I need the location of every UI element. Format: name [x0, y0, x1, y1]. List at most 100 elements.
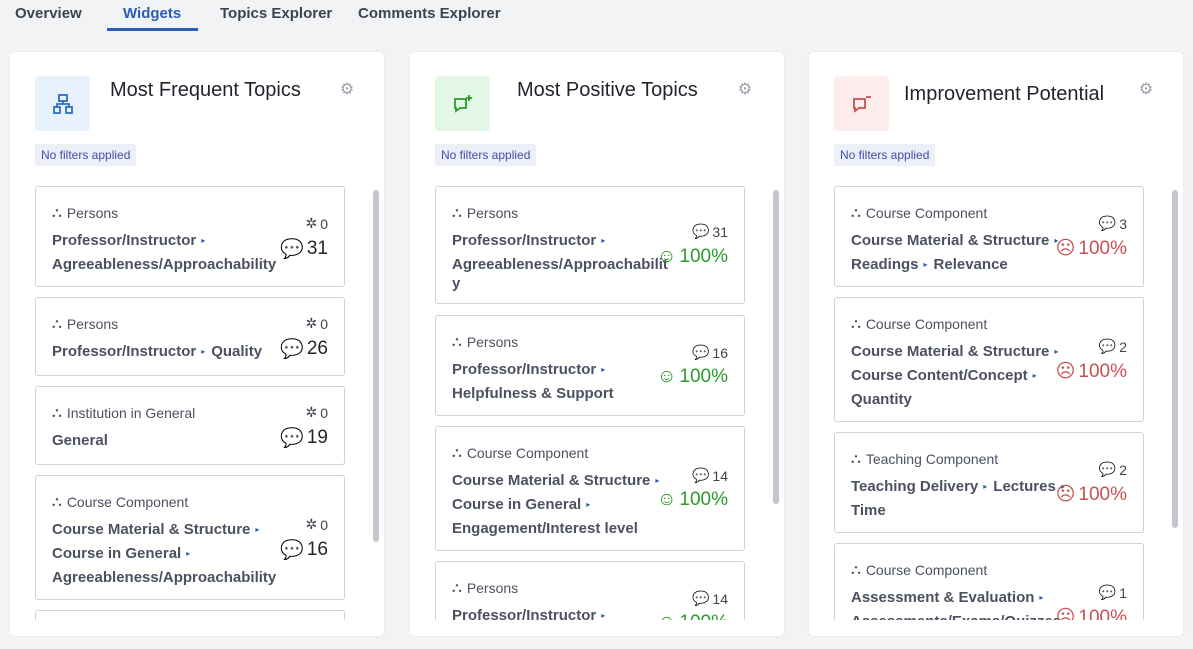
improvement-potential-widget: Improvement Potential ⚙ No filters appli…	[809, 52, 1183, 636]
topic-item[interactable]: ⛬ Persons Professor/Instructor ▸ Agreeablen…	[35, 186, 345, 287]
breadcrumb-arrow-icon: ▸	[586, 500, 591, 509]
frown-icon: ☹	[1055, 238, 1076, 259]
topic-item[interactable]: ⛬ Institution in General General ✲ 0 💬 19	[35, 386, 345, 465]
most-frequent-topics-widget: Most Frequent Topics ⚙ No filters applie…	[10, 52, 384, 636]
breadcrumb-arrow-icon: ▸	[1039, 593, 1044, 602]
gear-icon[interactable]: ⚙	[1138, 81, 1154, 98]
hierarchy-icon: ⛬	[452, 444, 462, 460]
topic-category: ⛬ Course Component	[851, 561, 988, 578]
topic-item[interactable]: ⛬ Persons Professor/Instructor ▸ Helpfulnes…	[435, 315, 745, 416]
scrollbar[interactable]	[1172, 190, 1178, 528]
positive-comment-icon	[435, 76, 490, 131]
negative-comment-icon	[834, 76, 889, 131]
topic-item[interactable]	[35, 610, 345, 620]
topic-item[interactable]: ⛬ Course Component Course Material & Stru…	[35, 475, 345, 600]
topic-category: ⛬ Institution in General	[52, 404, 196, 421]
comment-count-small: 💬 2	[1098, 461, 1127, 478]
negative-percentage: ☹ 100%	[1055, 483, 1127, 506]
widget-title: Improvement Potential	[904, 83, 1105, 105]
topic-category: ⛬ Persons	[452, 579, 519, 596]
topic-item[interactable]: ⛬ Course Component Course Material & Stru…	[435, 426, 745, 551]
breadcrumb-arrow-icon: ▸	[983, 482, 988, 491]
mention-count-small: ✲ 0	[305, 404, 328, 421]
positive-percentage: ☺100%	[657, 612, 728, 620]
breadcrumb-arrow-icon: ▸	[1032, 371, 1037, 380]
positive-percentage: ☺100%	[656, 366, 728, 387]
comment-count-small: 💬 2	[1098, 338, 1127, 355]
topic-path: Professor/Instructor ▸ Quality	[52, 343, 263, 360]
sentiment-icon: ✲	[305, 516, 318, 532]
topic-item[interactable]: ⛬ Persons Professor/Instructor ▸ Quality ✲ 0…	[35, 297, 345, 376]
comment-icon: 💬	[691, 467, 710, 483]
comment-icon: 💬	[1098, 338, 1117, 354]
sentiment-icon: ✲	[305, 315, 318, 331]
topic-category: ⛬ Persons	[452, 204, 519, 221]
comment-count-small: 💬 1	[1098, 584, 1127, 601]
breadcrumb-arrow-icon: ▸	[1054, 236, 1059, 245]
frown-icon: ☹	[1055, 484, 1076, 505]
comment-count: 💬 16	[280, 539, 328, 561]
tab-comments-explorer[interactable]: Comments Explorer	[358, 5, 501, 22]
topic-list: ⛬ Persons Professor/Instructor ▸ Agreeablen…	[35, 186, 345, 620]
negative-percentage: ☹ 100%	[1055, 237, 1127, 260]
topic-path: Professor/Instructor ▸	[452, 607, 606, 620]
comment-icon: 💬	[280, 540, 304, 561]
comment-icon: 💬	[691, 223, 710, 239]
tab-overview[interactable]: Overview	[15, 5, 82, 22]
tab-widgets[interactable]: Widgets	[123, 5, 182, 22]
gear-icon[interactable]: ⚙	[339, 81, 355, 98]
comment-icon: 💬	[691, 344, 710, 360]
hierarchy-icon: ⛬	[851, 315, 861, 331]
comment-icon: 💬	[280, 239, 304, 260]
breadcrumb-arrow-icon: ▸	[1060, 482, 1065, 491]
topic-item[interactable]: ⛬ Teaching Component Teaching Delivery ▸ Le…	[834, 432, 1144, 533]
topic-path: Course Material & Structure ▸ Course in Ge…	[52, 521, 277, 586]
mention-count-small: ✲ 0	[305, 215, 328, 232]
smile-icon: ☺	[657, 612, 676, 620]
comment-count-small: 💬 14	[691, 590, 728, 607]
filter-status-badge: No filters applied	[435, 144, 537, 166]
breadcrumb-arrow-icon: ▸	[923, 260, 928, 269]
frown-icon: ☹	[1055, 607, 1076, 620]
topic-category: ⛬ Course Component	[851, 204, 988, 221]
tab-bar: Overview Widgets Topics Explorer Comment…	[0, 0, 1193, 32]
topic-category: ⛬ Persons	[452, 333, 519, 350]
topic-path: Course Material & Structure ▸ Readings ▸ Rel…	[851, 232, 1059, 273]
breadcrumb-arrow-icon: ▸	[601, 365, 606, 374]
topic-list: ⛬ Persons Professor/Instructor ▸ Agreeablen…	[435, 186, 745, 620]
smile-icon: ☺	[656, 489, 677, 510]
most-positive-topics-widget: Most Positive Topics ⚙ No filters applie…	[410, 52, 784, 636]
comment-icon: 💬	[1098, 461, 1117, 477]
topic-item[interactable]: ⛬Persons Professor/Instructor▸ 💬14 ☺100%	[435, 561, 745, 620]
filter-status-badge: No filters applied	[35, 144, 137, 166]
hierarchy-icon: ⛬	[52, 204, 62, 220]
hierarchy-icon: ⛬	[52, 315, 62, 331]
hierarchy-icon: ⛬	[851, 204, 861, 220]
breadcrumb-arrow-icon: ▸	[1054, 347, 1059, 356]
smile-icon: ☺	[656, 246, 677, 267]
breadcrumb-arrow-icon: ▸	[1066, 617, 1070, 620]
tab-topics-explorer[interactable]: Topics Explorer	[220, 5, 333, 22]
breadcrumb-arrow-icon: ▸	[201, 347, 206, 356]
topic-item[interactable]: ⛬ Course Component Course Material & Stru…	[834, 186, 1144, 287]
widget-title: Most Frequent Topics	[110, 79, 301, 101]
topic-path: Teaching Delivery ▸ Lectures ▸ Time	[851, 478, 1065, 519]
gear-icon[interactable]: ⚙	[737, 81, 753, 98]
topic-path: Course Material & Structure ▸ Course in Ge…	[452, 472, 660, 537]
breadcrumb-arrow-icon: ▸	[601, 611, 606, 620]
comment-count-small: 💬 31	[691, 223, 728, 240]
topic-item[interactable]: ⛬ Course Component Course Material & Stru…	[834, 297, 1144, 422]
comment-icon: 💬	[1098, 215, 1117, 231]
topic-item[interactable]: ⛬ Persons Professor/Instructor ▸ Agreeablen…	[435, 186, 745, 304]
breadcrumb-arrow-icon: ▸	[601, 236, 606, 245]
comment-count: 💬 19	[280, 427, 328, 449]
scrollbar[interactable]	[773, 190, 779, 504]
topic-path: Course Material & Structure ▸ Course Conte…	[851, 343, 1059, 408]
topic-item[interactable]: ⛬ Course Component Assessment & Evaluatio…	[834, 543, 1144, 620]
hierarchy-icon: ⛬	[851, 450, 861, 466]
topics-hierarchy-icon	[35, 76, 90, 131]
topic-category: ⛬ Persons	[52, 204, 119, 221]
mention-count-small: ✲ 0	[305, 315, 328, 332]
scrollbar[interactable]	[373, 190, 379, 542]
comment-count: 💬 26	[280, 338, 328, 360]
